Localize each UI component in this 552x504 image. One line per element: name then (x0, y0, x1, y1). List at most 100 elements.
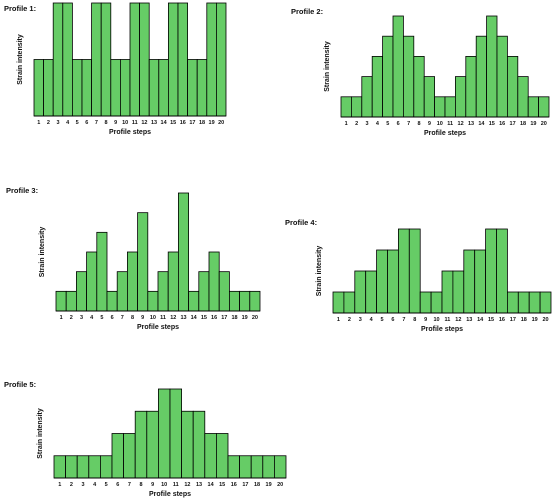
bar (157, 388, 171, 479)
x-tick-label: 6 (391, 317, 394, 323)
x-tick-label: 17 (510, 317, 516, 323)
bar (88, 455, 101, 479)
x-tick-label: 15 (488, 317, 494, 323)
x-tick-label: 10 (437, 121, 443, 127)
x-tick-label: 1 (60, 315, 63, 321)
x-tick-label: 7 (407, 121, 410, 127)
x-axis-label: Profile steps (149, 491, 191, 498)
x-tick-label: 1 (58, 482, 61, 488)
x-tick-label: 1 (345, 121, 348, 127)
x-tick-label: 4 (93, 482, 97, 488)
x-tick-label: 16 (211, 315, 217, 321)
x-axis-label: Profile steps (109, 129, 151, 136)
x-tick-label: 3 (56, 120, 59, 126)
x-tick-label: 13 (466, 317, 472, 323)
bar (123, 433, 136, 479)
x-tick-label: 5 (100, 315, 103, 321)
x-tick-label: 3 (359, 317, 362, 323)
bar (262, 455, 275, 479)
x-tick-label: 2 (47, 120, 50, 126)
x-tick-label: 18 (231, 315, 237, 321)
bar (76, 455, 90, 479)
x-tick-label: 6 (397, 121, 400, 127)
x-tick-label: 18 (199, 120, 205, 126)
chart-title: Profile 2: (291, 7, 324, 16)
x-tick-label: 19 (532, 317, 538, 323)
x-tick-label: 10 (161, 482, 167, 488)
x-tick-label: 20 (277, 482, 283, 488)
x-tick-label: 4 (66, 120, 70, 126)
x-tick-label: 8 (131, 315, 134, 321)
chart-title: Profile 5: (4, 380, 37, 389)
bar (146, 410, 159, 479)
x-tick-label: 7 (402, 317, 405, 323)
bar (204, 433, 217, 479)
x-tick-label: 15 (489, 121, 495, 127)
bar (65, 455, 78, 479)
x-tick-label: 8 (104, 120, 107, 126)
x-tick-label: 9 (428, 121, 431, 127)
x-tick-label: 8 (417, 121, 420, 127)
bar (273, 455, 287, 479)
x-tick-label: 5 (381, 317, 384, 323)
x-tick-label: 19 (530, 121, 536, 127)
x-tick-label: 18 (520, 121, 526, 127)
bar (53, 455, 67, 479)
x-tick-label: 1 (337, 317, 340, 323)
x-tick-label: 9 (141, 315, 144, 321)
x-tick-label: 19 (242, 315, 248, 321)
x-tick-label: 20 (218, 120, 224, 126)
bar (111, 433, 125, 479)
x-tick-label: 3 (365, 121, 368, 127)
bar (227, 455, 241, 479)
x-tick-label: 5 (76, 120, 79, 126)
x-tick-label: 12 (170, 315, 176, 321)
x-tick-label: 9 (424, 317, 427, 323)
x-tick-label: 20 (252, 315, 258, 321)
x-tick-label: 4 (370, 317, 374, 323)
x-axis-label: Profile steps (137, 324, 179, 331)
y-axis-label: Strain intensity (17, 34, 24, 85)
x-axis-label: Profile steps (421, 326, 463, 333)
x-tick-label: 13 (151, 120, 157, 126)
x-tick-label: 14 (478, 121, 485, 127)
x-tick-label: 10 (150, 315, 156, 321)
x-tick-label: 12 (184, 482, 190, 488)
x-tick-label: 1 (37, 120, 40, 126)
x-tick-label: 18 (254, 482, 260, 488)
x-tick-label: 5 (386, 121, 389, 127)
x-tick-label: 13 (468, 121, 474, 127)
y-axis-label: Strain intensity (324, 41, 331, 92)
x-tick-label: 10 (122, 120, 128, 126)
x-tick-label: 11 (160, 315, 166, 321)
y-axis-label: Strain intensity (39, 227, 46, 278)
y-axis-label: Strain intensity (37, 408, 44, 459)
x-tick-label: 17 (221, 315, 227, 321)
bar (239, 455, 252, 479)
chart-title: Profile 1: (4, 4, 37, 13)
x-tick-label: 3 (80, 315, 83, 321)
x-tick-label: 16 (499, 121, 505, 127)
x-tick-label: 11 (173, 482, 179, 488)
x-tick-label: 20 (542, 317, 548, 323)
x-tick-label: 3 (81, 482, 84, 488)
x-tick-label: 7 (121, 315, 124, 321)
x-tick-label: 19 (209, 120, 215, 126)
chart-title: Profile 3: (6, 186, 39, 195)
x-tick-label: 2 (70, 482, 73, 488)
x-tick-label: 11 (447, 121, 453, 127)
x-tick-label: 8 (139, 482, 142, 488)
bar (215, 433, 229, 479)
x-tick-label: 2 (348, 317, 351, 323)
x-tick-label: 14 (191, 315, 198, 321)
x-tick-label: 9 (151, 482, 154, 488)
x-tick-label: 8 (413, 317, 416, 323)
chart-title: Profile 4: (285, 218, 318, 227)
x-tick-label: 17 (189, 120, 195, 126)
bar (169, 388, 183, 479)
